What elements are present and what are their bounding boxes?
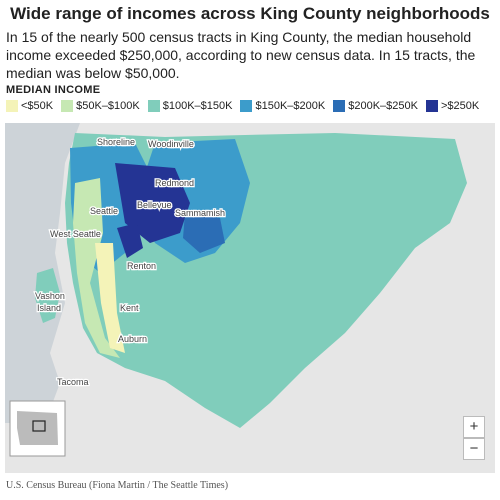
- legend-swatch: [6, 100, 18, 112]
- place-label: Island: [37, 303, 61, 313]
- place-label: Kent: [120, 303, 139, 313]
- legend-swatch: [61, 100, 74, 112]
- vashon: [35, 268, 60, 323]
- legend-swatch: [425, 100, 438, 112]
- legend-label: >$250K: [440, 100, 480, 112]
- region: [117, 223, 143, 258]
- subtitle: In 15 of the nearly 500 census tracts in…: [6, 29, 476, 81]
- place-label: Shoreline: [97, 137, 135, 147]
- legend-label: <$50K: [21, 100, 54, 112]
- place-label: Redmond: [155, 178, 194, 188]
- legend-label: $200K–$250K: [348, 100, 418, 112]
- legend-item: $50K–$100K: [61, 100, 140, 112]
- legend: <$50K $50K–$100K $100K–$150K $150K–$200K $20…: [6, 100, 479, 112]
- legend-swatch: [147, 100, 160, 112]
- place-label: Bellevue: [137, 200, 172, 210]
- inset-map: [9, 400, 66, 457]
- place-label: Sammamish: [175, 208, 225, 218]
- credit: U.S. Census Bureau (Fiona Martin / The S…: [6, 480, 229, 491]
- legend-item: $200K–$250K: [333, 100, 418, 112]
- legend-swatch: [240, 100, 253, 112]
- zoom-in[interactable]: +: [463, 416, 485, 438]
- place-label: Vashon: [35, 291, 65, 301]
- legend-item: <$50K: [6, 100, 53, 112]
- region: [73, 178, 120, 358]
- legend-item: $100K–$150K: [147, 100, 233, 112]
- legend-item: >$250K: [425, 100, 480, 112]
- place-label: Tacoma: [57, 377, 89, 387]
- legend-swatch: [333, 100, 346, 112]
- title: Wide range of incomes across King County…: [10, 4, 490, 23]
- place-label: Renton: [127, 261, 156, 271]
- legend-label: $50K–$100K: [76, 100, 140, 112]
- region: [115, 163, 190, 243]
- place-label: Auburn: [118, 334, 147, 344]
- map: Shoreline Woodinville Redmond Seattle Be…: [5, 123, 495, 473]
- legend-item: $150K–$200K: [240, 100, 325, 112]
- place-label: Seattle: [90, 206, 118, 216]
- legend-label: $100K–$150K: [162, 100, 233, 112]
- region: [183, 213, 225, 253]
- legend-title: MEDIAN INCOME: [6, 84, 101, 96]
- place-label: West Seattle: [50, 229, 101, 239]
- place-label: Woodinville: [148, 139, 194, 149]
- zoom-out[interactable]: −: [463, 438, 485, 460]
- region: [95, 243, 125, 353]
- legend-label: $150K–$200K: [255, 100, 326, 112]
